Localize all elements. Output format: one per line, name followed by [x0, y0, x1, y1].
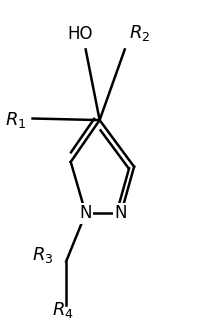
Text: $R_3$: $R_3$ [32, 245, 53, 265]
Text: $R_4$: $R_4$ [52, 300, 74, 320]
Text: HO: HO [67, 25, 92, 43]
Text: N: N [79, 204, 92, 222]
Text: $R_1$: $R_1$ [5, 110, 26, 130]
Text: N: N [114, 204, 127, 222]
Text: $R_2$: $R_2$ [128, 23, 149, 43]
